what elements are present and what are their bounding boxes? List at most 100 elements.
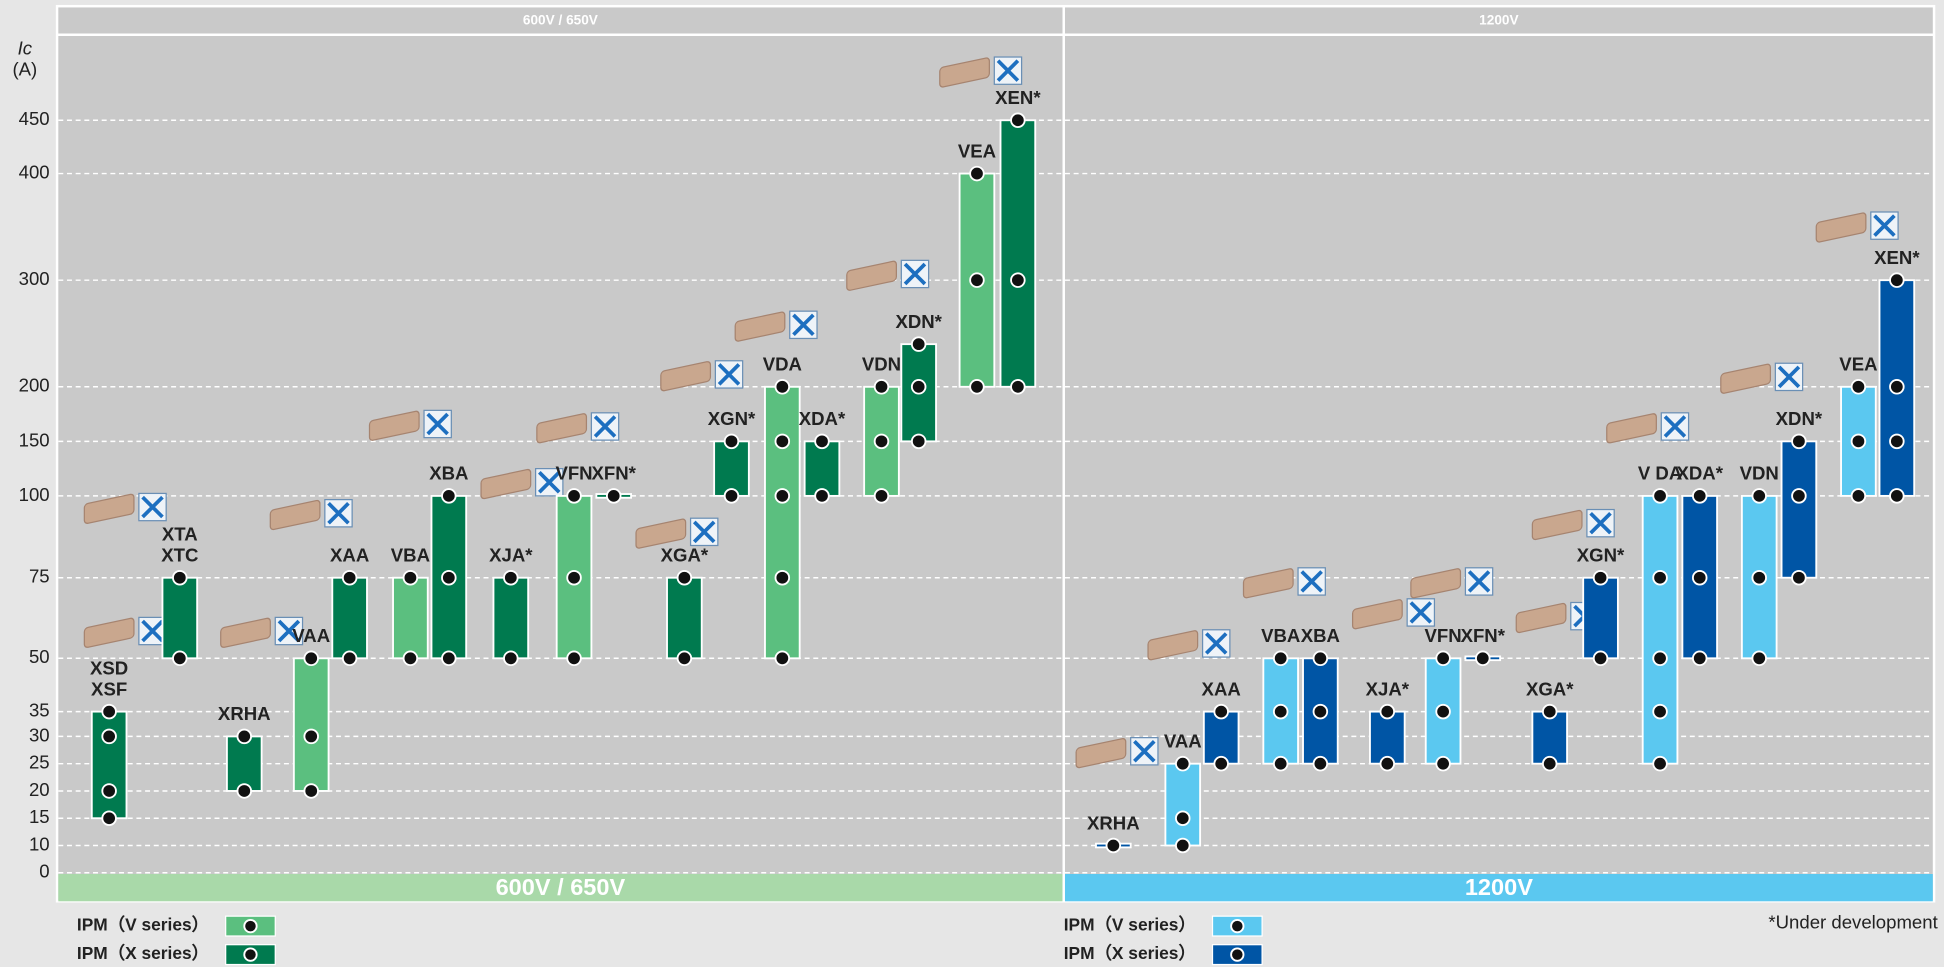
current-point — [1693, 651, 1707, 665]
legend-label: IPM（X series） — [77, 943, 209, 963]
legend-dot — [1231, 920, 1243, 932]
product-label: VDN — [862, 354, 901, 375]
current-point — [1176, 839, 1190, 853]
current-point — [776, 380, 790, 394]
current-point — [1792, 571, 1806, 585]
y-axis-unit: (A) — [12, 59, 37, 80]
current-point — [815, 489, 829, 503]
y-tick-label: 20 — [29, 779, 50, 800]
product-label: XAA — [1202, 678, 1241, 699]
current-point — [678, 651, 692, 665]
product-label: VEA — [1839, 354, 1877, 375]
current-point — [442, 571, 456, 585]
product-label: XBA — [429, 463, 468, 484]
current-point — [1214, 705, 1228, 719]
y-tick-label: 10 — [29, 833, 50, 854]
legend-dot — [244, 948, 256, 960]
range-bar — [1370, 712, 1405, 764]
current-point — [1852, 380, 1866, 394]
current-point — [304, 730, 318, 744]
product-label: XGA* — [661, 545, 709, 566]
product-label: XRHA — [1087, 812, 1140, 833]
current-point — [970, 273, 984, 287]
current-point — [1890, 273, 1904, 287]
product-label: XSD — [90, 657, 128, 678]
current-point — [1693, 489, 1707, 503]
range-bar — [1001, 120, 1036, 387]
range-bar — [667, 578, 702, 659]
current-point — [1543, 705, 1557, 719]
y-tick-label: 75 — [29, 566, 50, 587]
current-point — [304, 784, 318, 798]
product-label: VAA — [1164, 731, 1202, 752]
footnote: *Under development — [1768, 912, 1938, 933]
current-point — [1314, 651, 1328, 665]
y-tick-label: 200 — [19, 375, 50, 396]
current-point — [237, 730, 251, 744]
current-point — [442, 489, 456, 503]
current-point — [404, 571, 418, 585]
current-point — [912, 380, 926, 394]
current-point — [1436, 757, 1450, 771]
current-point — [442, 651, 456, 665]
product-label: XDN* — [1776, 408, 1823, 429]
legend-label: IPM（V series） — [1064, 915, 1196, 935]
current-point — [237, 784, 251, 798]
current-point — [875, 435, 889, 449]
current-point — [1653, 651, 1667, 665]
y-tick-label: 25 — [29, 752, 50, 773]
current-point — [1752, 571, 1766, 585]
product-label: VAA — [292, 625, 330, 646]
current-point — [1176, 757, 1190, 771]
range-bar — [332, 578, 367, 659]
current-point — [776, 651, 790, 665]
range-bar — [1532, 712, 1567, 764]
current-point — [1176, 811, 1190, 825]
product-label: XBA — [1301, 625, 1340, 646]
current-point — [1214, 757, 1228, 771]
chart: Ic (A) *Under development 01015202530355… — [0, 0, 1944, 967]
current-point — [404, 651, 418, 665]
product-label: VBA — [391, 545, 430, 566]
section-band-label: 600V / 650V — [496, 874, 626, 900]
current-point — [1436, 651, 1450, 665]
legend-label: IPM（V series） — [77, 915, 209, 935]
current-point — [343, 571, 357, 585]
range-bar — [805, 441, 840, 496]
current-point — [1436, 705, 1450, 719]
product-label: XEN* — [1874, 247, 1920, 268]
current-point — [304, 651, 318, 665]
product-label: XGN* — [1577, 545, 1625, 566]
current-point — [1890, 435, 1904, 449]
legend-label: IPM（X series） — [1064, 943, 1196, 963]
y-tick-label: 400 — [19, 161, 50, 182]
current-point — [875, 489, 889, 503]
range-bar — [1165, 764, 1200, 846]
range-bar — [493, 578, 528, 659]
product-label: XDN* — [895, 311, 942, 332]
current-point — [567, 571, 581, 585]
current-point — [1274, 651, 1288, 665]
y-tick-label: 0 — [39, 861, 49, 882]
current-point — [1274, 757, 1288, 771]
current-point — [173, 571, 187, 585]
product-label: XGN* — [708, 408, 756, 429]
product-label: XRHA — [218, 703, 271, 724]
product-label: XFN* — [592, 463, 637, 484]
current-point — [725, 435, 739, 449]
y-tick-label: 15 — [29, 806, 50, 827]
current-point — [970, 167, 984, 181]
range-bar — [765, 387, 800, 659]
current-point — [1653, 705, 1667, 719]
current-point — [343, 651, 357, 665]
current-point — [725, 489, 739, 503]
product-label: VBA — [1261, 625, 1300, 646]
product-label: VDN — [1740, 463, 1779, 484]
y-tick-label: 35 — [29, 700, 50, 721]
product-label: XAA — [330, 545, 369, 566]
product-label: XDA* — [799, 408, 846, 429]
current-point — [1107, 839, 1121, 853]
current-point — [1594, 571, 1608, 585]
product-label: XFN* — [1461, 625, 1506, 646]
y-tick-label: 450 — [19, 108, 50, 129]
